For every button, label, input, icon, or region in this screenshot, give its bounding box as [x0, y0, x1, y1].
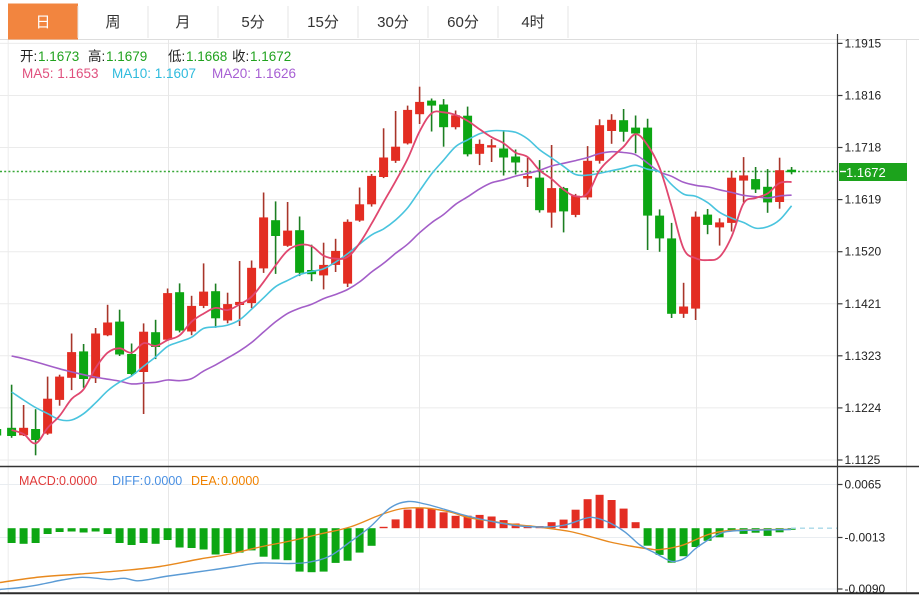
svg-text:1.1619: 1.1619	[845, 193, 882, 207]
svg-text:1.1679: 1.1679	[106, 49, 147, 64]
svg-text:周: 周	[105, 14, 120, 31]
svg-text:1.1672: 1.1672	[250, 49, 291, 64]
svg-text:1.1718: 1.1718	[845, 141, 882, 155]
svg-text:5分: 5分	[241, 14, 264, 31]
svg-text:1.1816: 1.1816	[845, 89, 882, 103]
svg-text:开:: 开:	[20, 49, 37, 64]
svg-text:收:: 收:	[232, 49, 249, 64]
svg-text:30分: 30分	[377, 14, 409, 31]
svg-text:1.1224: 1.1224	[845, 401, 882, 415]
svg-text:1.1323: 1.1323	[845, 349, 882, 363]
svg-text:4时: 4时	[521, 14, 544, 31]
svg-text:1.1125: 1.1125	[845, 453, 881, 467]
svg-text:1.1915: 1.1915	[845, 36, 882, 50]
svg-text:日: 日	[35, 14, 50, 31]
svg-text:60分: 60分	[447, 14, 479, 31]
svg-text:1.1520: 1.1520	[845, 245, 882, 259]
svg-text:-0.0090: -0.0090	[845, 582, 886, 596]
svg-text:1.1668: 1.1668	[186, 49, 227, 64]
svg-text:月: 月	[175, 14, 190, 31]
svg-text:DEA:: DEA:	[191, 474, 220, 488]
svg-text:MA20: 1.1626: MA20: 1.1626	[212, 66, 296, 81]
svg-text:0.0000: 0.0000	[144, 474, 182, 488]
svg-text:0.0065: 0.0065	[845, 478, 882, 492]
svg-text:1.1421: 1.1421	[845, 297, 882, 311]
svg-text:-0.0013: -0.0013	[845, 531, 886, 545]
svg-text:0.0000: 0.0000	[221, 474, 259, 488]
svg-text:MACD:: MACD:	[19, 474, 59, 488]
svg-text:15分: 15分	[307, 14, 339, 31]
svg-text:高:: 高:	[88, 48, 105, 64]
svg-text:MA5: 1.1653: MA5: 1.1653	[22, 66, 99, 81]
svg-text:低:: 低:	[168, 49, 185, 64]
svg-text:1.1673: 1.1673	[38, 49, 79, 64]
svg-text:DIFF:: DIFF:	[112, 474, 143, 488]
svg-text:MA10: 1.1607: MA10: 1.1607	[112, 66, 196, 81]
svg-text:0.0000: 0.0000	[59, 474, 97, 488]
svg-text:1.1672: 1.1672	[846, 165, 886, 180]
